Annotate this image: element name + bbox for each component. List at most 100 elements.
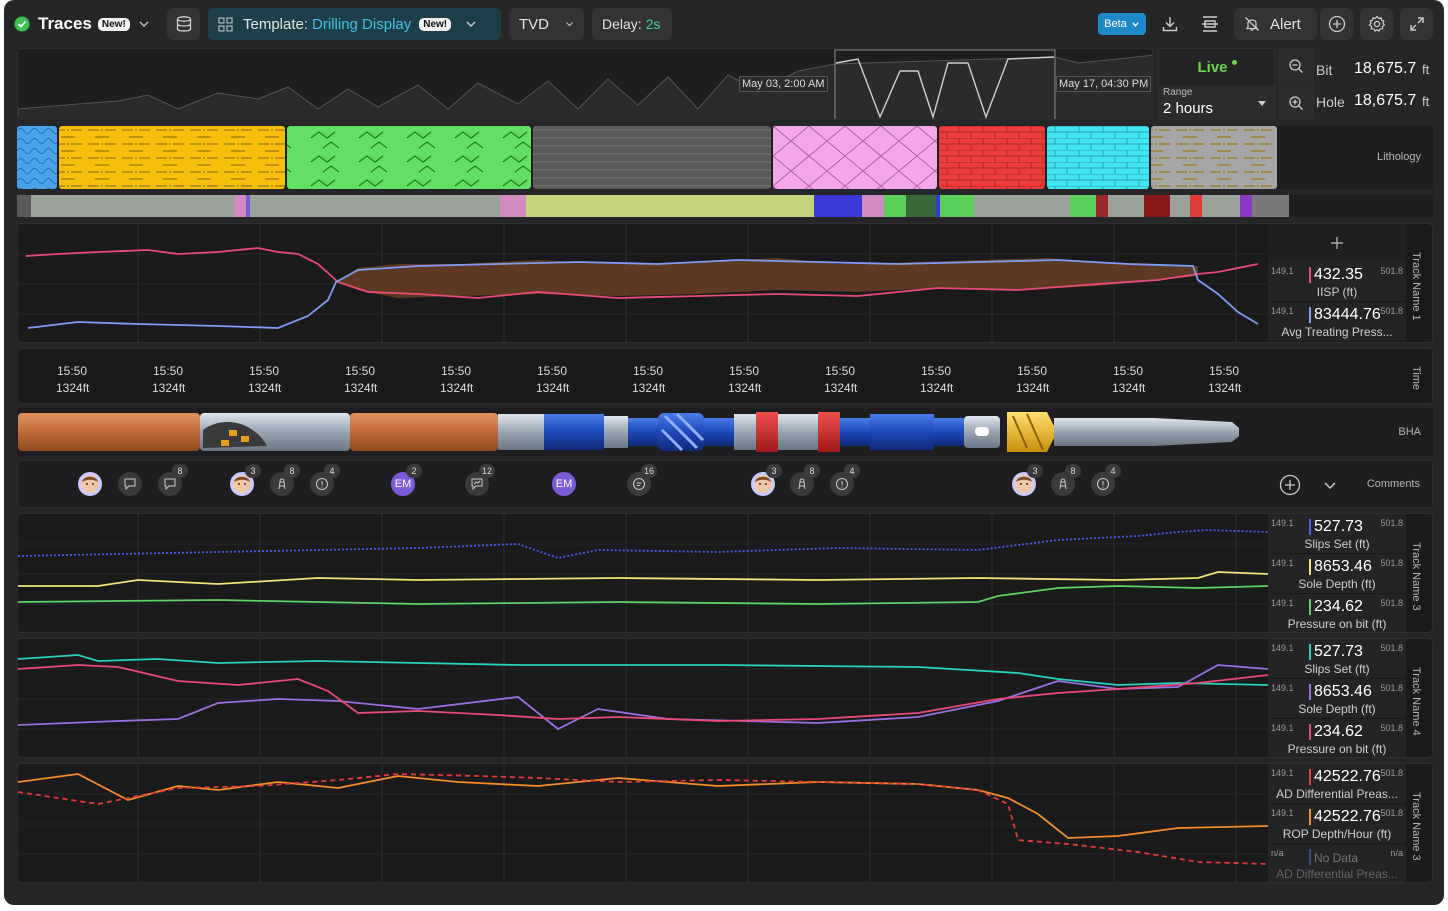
legend-name: Slips Set (ft) bbox=[1268, 662, 1406, 676]
lithology-pattern bbox=[1151, 126, 1277, 189]
initials-avatar[interactable]: EM bbox=[552, 472, 576, 496]
live-button[interactable]: Live bbox=[1159, 49, 1275, 85]
comment-count: 8 bbox=[172, 464, 188, 478]
formation-segment[interactable] bbox=[1252, 195, 1289, 217]
formation-segment[interactable] bbox=[1170, 195, 1190, 217]
tick-time: 15:50 bbox=[248, 363, 308, 380]
live-dot bbox=[1232, 60, 1237, 65]
legend-name: Pressure on bit (ft) bbox=[1268, 742, 1406, 756]
legend-item[interactable]: 149.1 527.73 501.8 Slips Set (ft) bbox=[1268, 639, 1406, 679]
track-3-legend: 149.1 527.73 501.8 Slips Set (ft) 149.1 8653.… bbox=[1268, 514, 1406, 633]
comment-count: 4 bbox=[1105, 464, 1121, 478]
legend-item[interactable]: 149.1 234.62 501.8 Pressure on bit (ft) bbox=[1268, 594, 1406, 633]
zoom-in-button[interactable] bbox=[1278, 85, 1314, 120]
track-3[interactable]: 149.1 527.73 501.8 Slips Set (ft) 149.1 8653.… bbox=[17, 513, 1433, 633]
add-curve-button[interactable] bbox=[1268, 224, 1406, 262]
download-button[interactable] bbox=[1154, 8, 1186, 40]
avatar[interactable] bbox=[78, 472, 102, 496]
comment-marker[interactable] bbox=[118, 472, 142, 496]
app-title-group[interactable]: Traces New! bbox=[14, 8, 159, 40]
formation-strip[interactable] bbox=[17, 195, 1433, 217]
legend-item[interactable]: 149.1 83444.76 501.8 Avg Treating Press... bbox=[1268, 302, 1406, 342]
time-tick: 15:50 1324ft bbox=[728, 363, 788, 397]
formation-segment[interactable] bbox=[500, 195, 526, 217]
depth-mode-select[interactable]: TVD bbox=[509, 8, 584, 40]
alert-label: Alert bbox=[1270, 16, 1301, 33]
formation-segment[interactable] bbox=[1190, 195, 1202, 217]
legend-swatch bbox=[1309, 809, 1311, 825]
formation-segment[interactable] bbox=[814, 195, 862, 217]
formation-segment[interactable] bbox=[862, 195, 884, 217]
legend-item[interactable]: 149.1 432.35 501.8 IISP (ft) bbox=[1268, 262, 1406, 302]
gear-icon bbox=[1368, 15, 1386, 33]
formation-segment[interactable] bbox=[526, 195, 814, 217]
legend-item[interactable]: 149.1 42522.76 501.8 ROP Depth/Hour (ft) bbox=[1268, 804, 1406, 844]
formation-segment[interactable] bbox=[906, 195, 936, 217]
database-button[interactable] bbox=[167, 8, 200, 40]
formation-segment[interactable] bbox=[1202, 195, 1240, 217]
formation-segment[interactable] bbox=[940, 195, 974, 217]
fullscreen-button[interactable] bbox=[1400, 8, 1433, 40]
comment-count: 4 bbox=[844, 464, 860, 478]
formation-segment[interactable] bbox=[31, 195, 234, 217]
bha-track[interactable]: BHA bbox=[17, 408, 1433, 456]
formation-segment[interactable] bbox=[234, 195, 246, 217]
legend-max: 501.8 bbox=[1380, 808, 1403, 818]
legend-value: 527.73 bbox=[1314, 518, 1363, 536]
comments-track[interactable]: 8 3 8 4 EM 2 12 EM 16 3 8 4 3 8 4 Commen… bbox=[17, 460, 1433, 508]
settings-button[interactable] bbox=[1360, 8, 1393, 40]
time-tick: 15:50 1324ft bbox=[56, 363, 116, 397]
live-label: Live bbox=[1197, 59, 1227, 76]
legend-item[interactable]: 149.1 8653.46 501.8 Sole Depth (ft) bbox=[1268, 679, 1406, 719]
chat-icon bbox=[163, 477, 177, 491]
formation-segment[interactable] bbox=[936, 195, 940, 217]
align-button[interactable] bbox=[1194, 8, 1226, 40]
tick-depth: 1324ft bbox=[440, 380, 500, 397]
timeline-overview[interactable]: May 03, 2:00 AM May 17, 04:30 PM bbox=[17, 48, 1153, 120]
add-comment-button[interactable] bbox=[1278, 473, 1302, 497]
template-selector[interactable]: Template: Drilling Display New! bbox=[208, 8, 501, 40]
zoom-out-icon bbox=[1288, 58, 1304, 74]
formation-segment[interactable] bbox=[884, 195, 906, 217]
chevron-down-icon[interactable] bbox=[138, 18, 150, 30]
comment-count: 8 bbox=[284, 464, 300, 478]
legend-item[interactable]: 149.1 42522.76 501.8 AD Differential Preas.… bbox=[1268, 764, 1406, 804]
time-axis-label: Time bbox=[1410, 363, 1422, 393]
drill-icon bbox=[795, 477, 809, 491]
hole-value: 18,675.7 bbox=[1354, 92, 1416, 110]
legend-item[interactable]: 149.1 527.73 501.8 Slips Set (ft) bbox=[1268, 514, 1406, 554]
legend-swatch bbox=[1309, 559, 1311, 575]
range-select[interactable]: Range 2 hours bbox=[1159, 85, 1275, 120]
formation-segment[interactable] bbox=[250, 195, 500, 217]
comment-count: 4 bbox=[324, 464, 340, 478]
add-button[interactable] bbox=[1320, 8, 1353, 40]
delay-indicator[interactable]: Delay: 2s bbox=[592, 8, 672, 40]
beta-toggle[interactable]: Beta bbox=[1098, 13, 1146, 35]
track-1-chart bbox=[18, 224, 1268, 343]
zoom-out-button[interactable] bbox=[1278, 48, 1314, 84]
legend-item[interactable]: 149.1 8653.46 501.8 Sole Depth (ft) bbox=[1268, 554, 1406, 594]
tick-depth: 1324ft bbox=[920, 380, 980, 397]
slips-set-curve bbox=[18, 655, 1268, 685]
rop-depth-curve bbox=[18, 774, 1268, 838]
alert-button[interactable]: Alert bbox=[1234, 8, 1317, 40]
track-5[interactable]: 149.1 42522.76 501.8 AD Differential Preas.… bbox=[17, 763, 1433, 883]
track-1[interactable]: 149.1 432.35 501.8 IISP (ft) 149.1 83444.76 50… bbox=[17, 223, 1433, 343]
legend-item[interactable]: 149.1 234.62 501.8 Pressure on bit (ft) bbox=[1268, 719, 1406, 758]
formation-segment[interactable] bbox=[246, 195, 250, 217]
formation-segment[interactable] bbox=[1070, 195, 1096, 217]
comment-count: 8 bbox=[804, 464, 820, 478]
formation-segment[interactable] bbox=[1144, 195, 1170, 217]
formation-segment[interactable] bbox=[1108, 195, 1144, 217]
legend-item[interactable]: n/a No Data n/a AD Differential Preas... bbox=[1268, 844, 1406, 883]
expand-comments-button[interactable] bbox=[1320, 475, 1340, 495]
tick-depth: 1324ft bbox=[536, 380, 596, 397]
legend-name: AD Differential Preas... bbox=[1268, 867, 1406, 881]
formation-segment[interactable] bbox=[1240, 195, 1252, 217]
lithology-track[interactable]: Lithology bbox=[17, 126, 1433, 189]
formation-segment[interactable] bbox=[974, 195, 1070, 217]
track-4[interactable]: 149.1 527.73 501.8 Slips Set (ft) 149.1 8653.… bbox=[17, 638, 1433, 758]
legend-name: Avg Treating Press... bbox=[1268, 325, 1406, 339]
formation-segment[interactable] bbox=[17, 195, 31, 217]
formation-segment[interactable] bbox=[1096, 195, 1108, 217]
